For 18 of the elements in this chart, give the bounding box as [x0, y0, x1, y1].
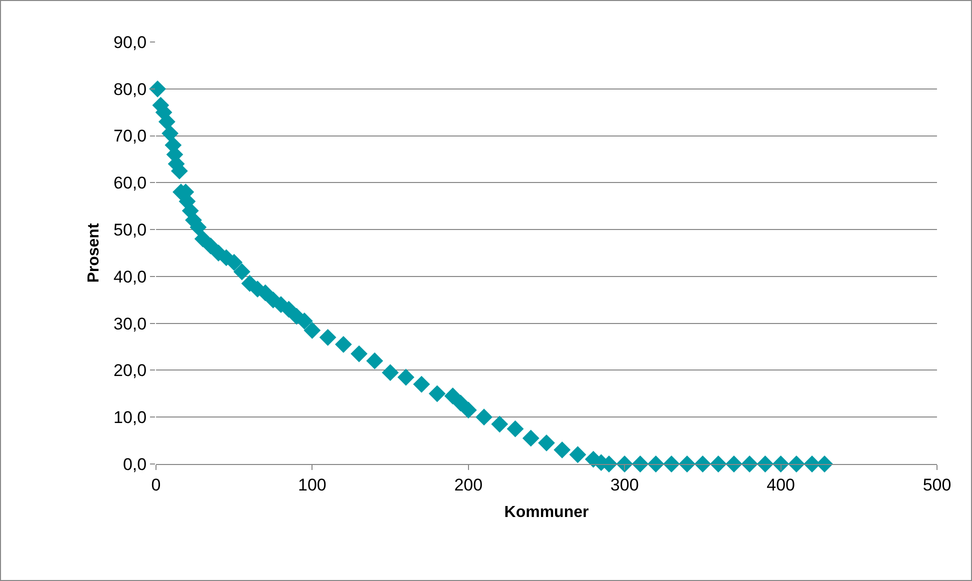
- y-tick-label: 30,0: [114, 314, 147, 334]
- y-tick-label: 10,0: [114, 408, 147, 428]
- y-tick-label: 60,0: [114, 174, 147, 193]
- y-tick-label: 50,0: [114, 220, 147, 240]
- y-tick-label: 90,0: [114, 32, 147, 52]
- y-tick-label: 0,0: [122, 454, 147, 474]
- x-tick-label: 100: [298, 475, 326, 494]
- x-tick-label: 300: [610, 475, 639, 494]
- x-tick-label: 0: [151, 475, 161, 494]
- y-tick-label: 70,0: [114, 126, 147, 146]
- y-tick-label: 20,0: [114, 361, 147, 380]
- y-tick-label: 40,0: [114, 267, 147, 286]
- x-axis-title: Kommuner: [504, 504, 589, 522]
- x-tick-label: 200: [454, 475, 483, 494]
- x-tick-label: 500: [922, 475, 952, 494]
- y-axis-title: Prosent: [85, 222, 102, 283]
- x-tick-label: 400: [766, 475, 795, 494]
- y-tick-label: 80,0: [114, 80, 147, 99]
